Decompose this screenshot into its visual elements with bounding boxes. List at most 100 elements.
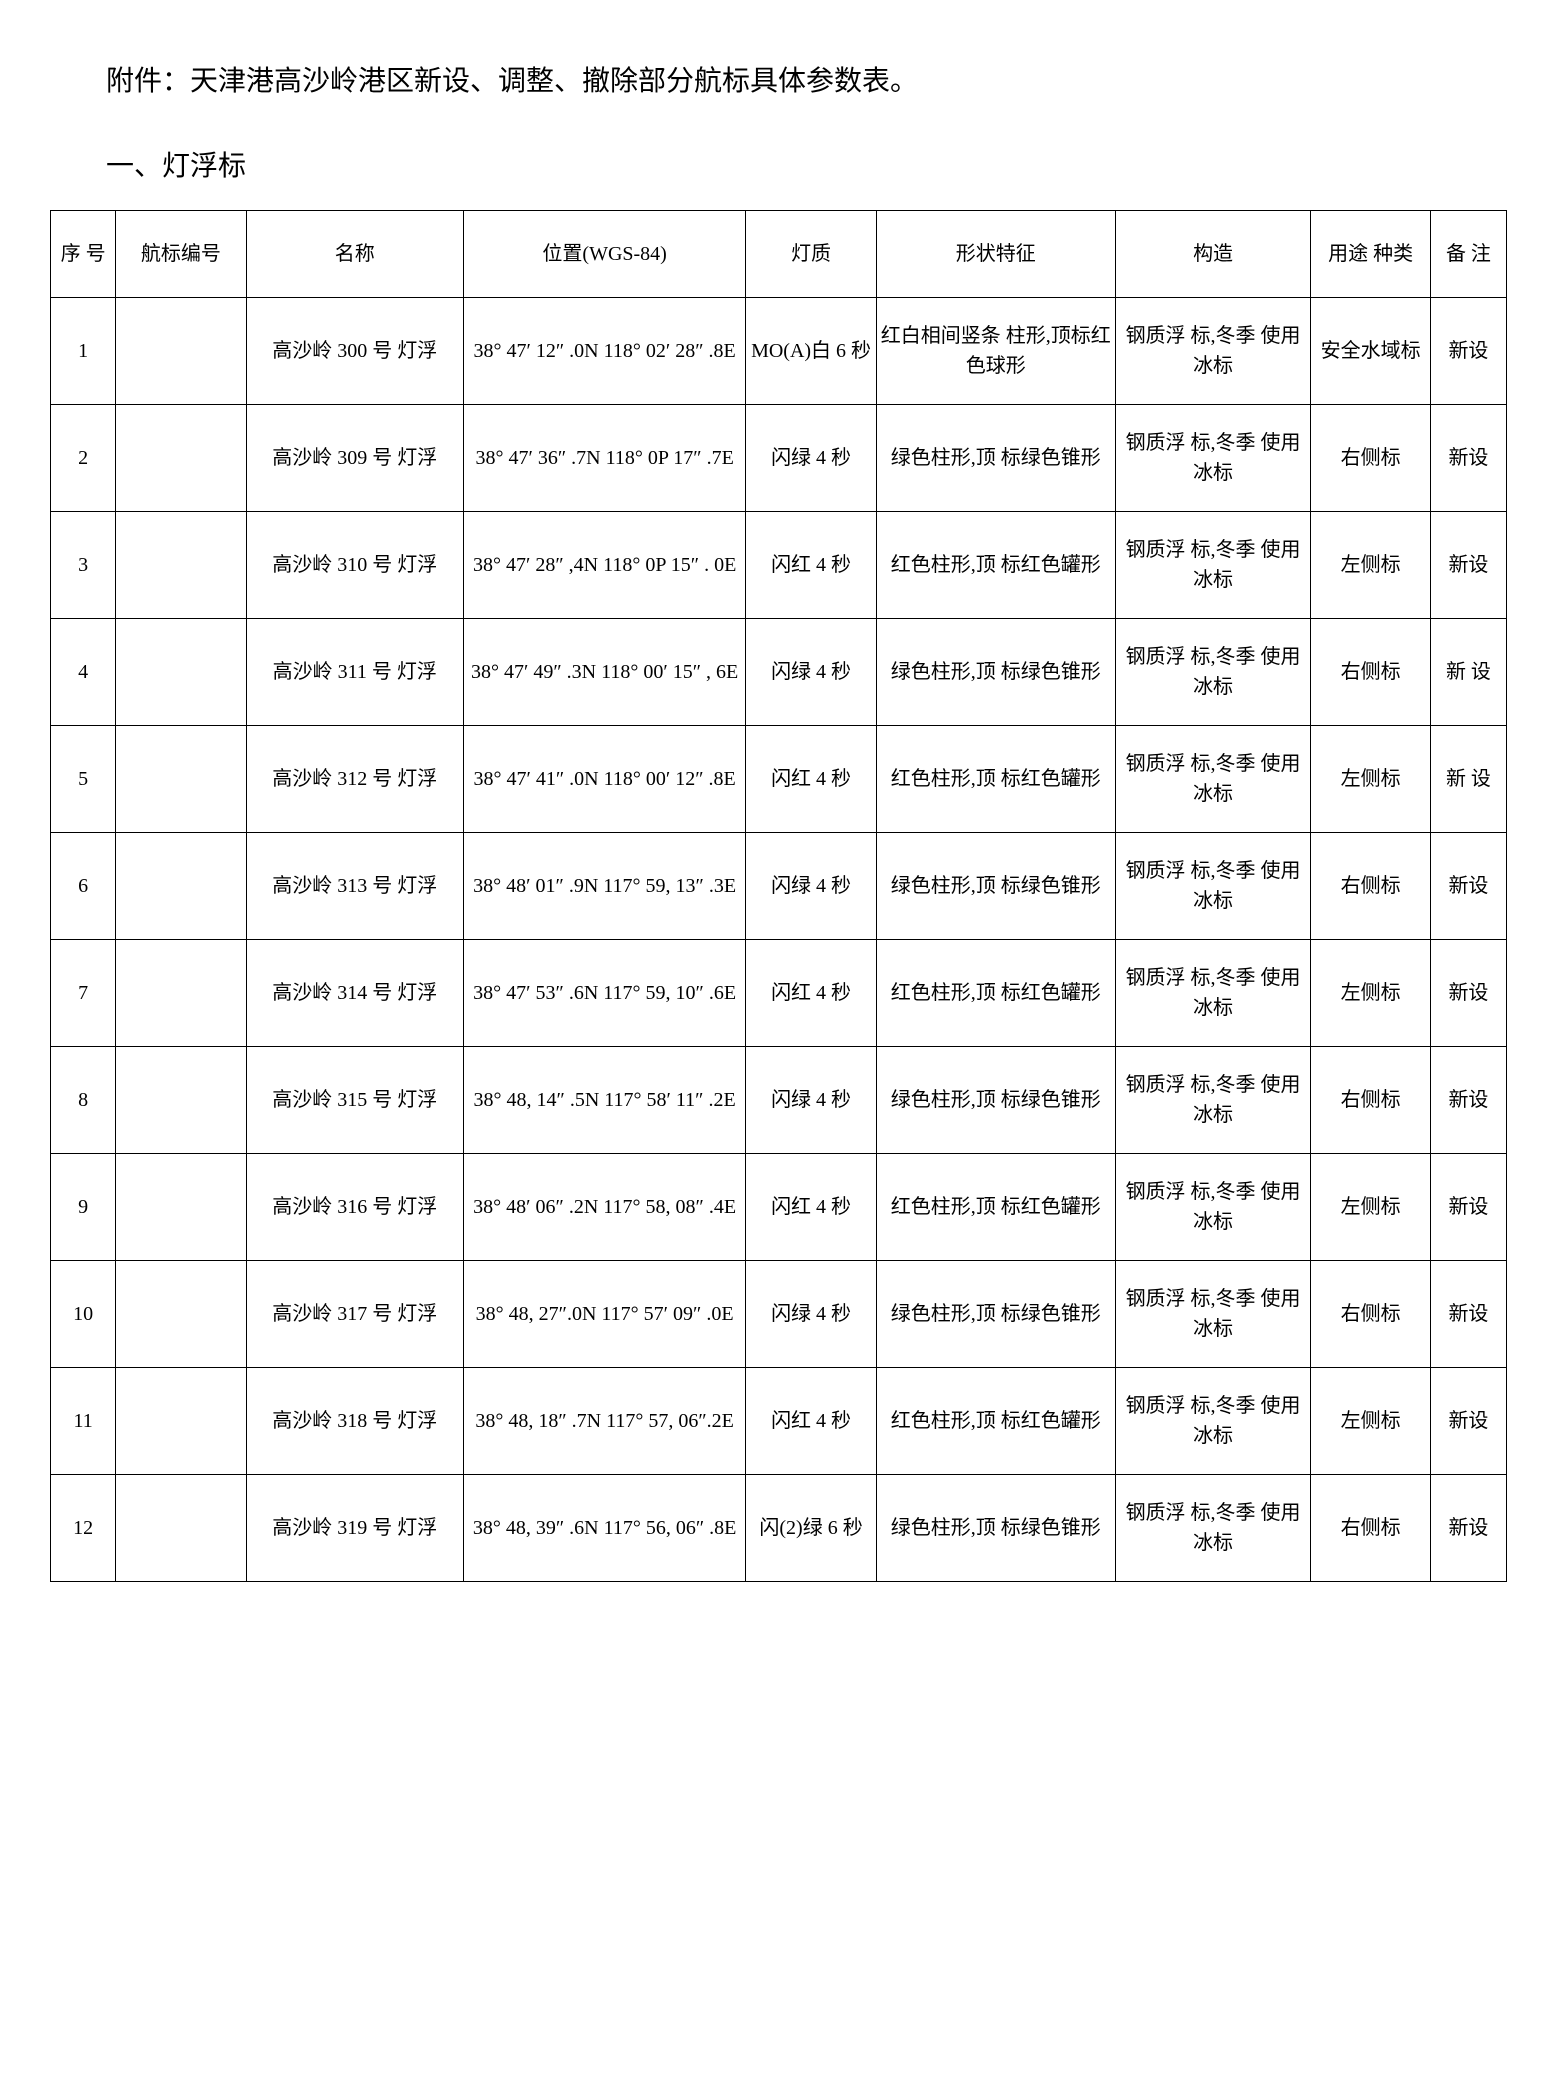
cell-light: 闪红 4 秒 [746,1367,876,1474]
cell-note: 新设 [1430,511,1506,618]
cell-pos: 38° 48, 14″ .5N 117° 58′ 11″ .2E [463,1046,746,1153]
cell-use: 右侧标 [1311,1474,1431,1581]
cell-code [116,832,246,939]
table-row: 9 高沙岭 316 号 灯浮38° 48′ 06″ .2N 117° 58, 08… [51,1153,1507,1260]
cell-shape: 红白相间竖条 柱形,顶标红 色球形 [876,297,1115,404]
cell-shape: 红色柱形,顶 标红色罐形 [876,1367,1115,1474]
cell-seq: 7 [51,939,116,1046]
cell-seq: 5 [51,725,116,832]
cell-struct: 钢质浮 标,冬季 使用冰标 [1115,1046,1311,1153]
cell-use: 右侧标 [1311,618,1431,725]
cell-note: 新设 [1430,1153,1506,1260]
cell-light: 闪红 4 秒 [746,725,876,832]
table-header-row: 序 号 航标编号 名称 位置(WGS-84) 灯质 形状特征 构造 用途 种类 … [51,210,1507,297]
cell-note: 新设 [1430,1260,1506,1367]
cell-pos: 38° 48′ 01″ .9N 117° 59, 13″ .3E [463,832,746,939]
cell-name: 高沙岭 313 号 灯浮 [246,832,463,939]
cell-code [116,1367,246,1474]
cell-use: 左侧标 [1311,725,1431,832]
cell-pos: 38° 47′ 49″ .3N 118° 00′ 15″ , 6E [463,618,746,725]
cell-shape: 红色柱形,顶 标红色罐形 [876,939,1115,1046]
cell-note: 新设 [1430,939,1506,1046]
cell-shape: 绿色柱形,顶 标绿色锥形 [876,1046,1115,1153]
table-row: 2高沙岭 309 号 灯浮38° 47′ 36″ .7N 118° 0P 17″… [51,404,1507,511]
cell-name: 高沙岭 300 号 灯浮 [246,297,463,404]
cell-code [116,1474,246,1581]
cell-seq: 2 [51,404,116,511]
cell-note: 新设 [1430,1046,1506,1153]
cell-light: 闪绿 4 秒 [746,618,876,725]
col-header-use: 用途 种类 [1311,210,1431,297]
cell-light: 闪绿 4 秒 [746,832,876,939]
cell-struct: 钢质浮 标,冬季 使用冰标 [1115,297,1311,404]
cell-pos: 38° 48′ 06″ .2N 117° 58, 08″ .4E [463,1153,746,1260]
cell-struct: 钢质浮 标,冬季 使用冰标 [1115,1474,1311,1581]
cell-struct: 钢质浮 标,冬季 使用冰标 [1115,618,1311,725]
cell-seq: 9 [51,1153,116,1260]
cell-seq: 12 [51,1474,116,1581]
cell-struct: 钢质浮 标,冬季 使用冰标 [1115,939,1311,1046]
cell-pos: 38° 47′ 41″ .0N 118° 00′ 12″ .8E [463,725,746,832]
col-header-seq: 序 号 [51,210,116,297]
cell-name: 高沙岭 316 号 灯浮 [246,1153,463,1260]
table-row: 1高沙岭 300 号 灯浮38° 47′ 12″ .0N 118° 02′ 28… [51,297,1507,404]
cell-code [116,1153,246,1260]
table-body: 1高沙岭 300 号 灯浮38° 47′ 12″ .0N 118° 02′ 28… [51,297,1507,1581]
cell-code [116,725,246,832]
cell-note: 新设 [1430,297,1506,404]
cell-light: 闪红 4 秒 [746,511,876,618]
cell-struct: 钢质浮 标,冬季 使用冰标 [1115,404,1311,511]
cell-shape: 红色柱形,顶 标红色罐形 [876,725,1115,832]
cell-name: 高沙岭 315 号 灯浮 [246,1046,463,1153]
cell-name: 高沙岭 314 号 灯浮 [246,939,463,1046]
cell-name: 高沙岭 311 号 灯浮 [246,618,463,725]
cell-shape: 绿色柱形,顶 标绿色锥形 [876,1260,1115,1367]
cell-code [116,511,246,618]
cell-code [116,1260,246,1367]
cell-shape: 绿色柱形,顶 标绿色锥形 [876,618,1115,725]
cell-light: MO(A)白 6 秒 [746,297,876,404]
cell-pos: 38° 47′ 53″ .6N 117° 59, 10″ .6E [463,939,746,1046]
cell-seq: 11 [51,1367,116,1474]
cell-use: 右侧标 [1311,1046,1431,1153]
col-header-code: 航标编号 [116,210,246,297]
cell-seq: 6 [51,832,116,939]
cell-name: 高沙岭 318 号 灯浮 [246,1367,463,1474]
cell-use: 左侧标 [1311,1153,1431,1260]
cell-note: 新设 [1430,1474,1506,1581]
cell-struct: 钢质浮 标,冬季 使用冰标 [1115,1260,1311,1367]
cell-note: 新设 [1430,832,1506,939]
cell-struct: 钢质浮 标,冬季 使用冰标 [1115,832,1311,939]
col-header-pos: 位置(WGS-84) [463,210,746,297]
cell-shape: 红色柱形,顶 标红色罐形 [876,1153,1115,1260]
cell-name: 高沙岭 312 号 灯浮 [246,725,463,832]
cell-light: 闪红 4 秒 [746,939,876,1046]
cell-light: 闪绿 4 秒 [746,404,876,511]
cell-shape: 绿色柱形,顶 标绿色锥形 [876,404,1115,511]
cell-seq: 10 [51,1260,116,1367]
cell-pos: 38° 47′ 12″ .0N 118° 02′ 28″ .8E [463,297,746,404]
col-header-shape: 形状特征 [876,210,1115,297]
cell-note: 新设 [1430,404,1506,511]
cell-name: 高沙岭 310 号 灯浮 [246,511,463,618]
cell-pos: 38° 48, 27″.0N 117° 57′ 09″ .0E [463,1260,746,1367]
cell-pos: 38° 48, 39″ .6N 117° 56, 06″ .8E [463,1474,746,1581]
cell-name: 高沙岭 317 号 灯浮 [246,1260,463,1367]
cell-code [116,1046,246,1153]
cell-light: 闪绿 4 秒 [746,1046,876,1153]
cell-code [116,618,246,725]
cell-struct: 钢质浮 标,冬季 使用冰标 [1115,1153,1311,1260]
document-page: 附件：天津港高沙岭港区新设、调整、撤除部分航标具体参数表。 一、灯浮标 序 号 … [50,60,1507,1582]
cell-light: 闪红 4 秒 [746,1153,876,1260]
cell-seq: 4 [51,618,116,725]
table-row: 4 高沙岭 311 号 灯浮38° 47′ 49″ .3N 118° 00′ 15… [51,618,1507,725]
cell-pos: 38° 48, 18″ .7N 117° 57, 06″.2E [463,1367,746,1474]
cell-use: 右侧标 [1311,1260,1431,1367]
cell-light: 闪绿 4 秒 [746,1260,876,1367]
cell-name: 高沙岭 319 号 灯浮 [246,1474,463,1581]
cell-note: 新设 [1430,1367,1506,1474]
col-header-struct: 构造 [1115,210,1311,297]
cell-code [116,297,246,404]
cell-note: 新 设 [1430,618,1506,725]
attachment-title: 附件：天津港高沙岭港区新设、调整、撤除部分航标具体参数表。 [50,60,1507,105]
